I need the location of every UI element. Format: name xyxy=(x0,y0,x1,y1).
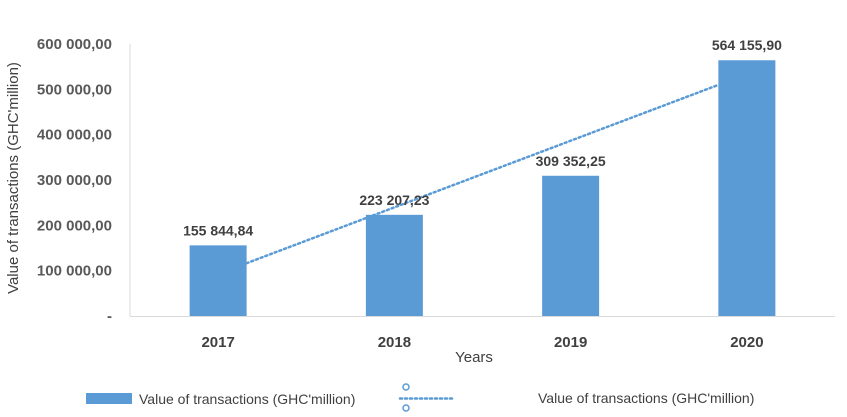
x-tick-label: 2020 xyxy=(730,334,763,351)
trendline xyxy=(245,83,720,265)
bar-2019 xyxy=(542,175,600,316)
bar-2017 xyxy=(189,245,247,316)
bar-2020 xyxy=(718,60,776,316)
y-tick-label: 200 000,00 xyxy=(37,217,112,234)
y-tick-label: 100 000,00 xyxy=(37,263,112,280)
x-tick-label: 2018 xyxy=(378,334,411,351)
y-tick-label: 500 000,00 xyxy=(37,81,112,98)
x-tick-label: 2019 xyxy=(554,334,587,351)
x-tick-label: 2017 xyxy=(201,334,234,351)
data-label: 309 352,25 xyxy=(536,153,606,169)
legend-trend-label: Value of transactions (GHC'million) xyxy=(538,390,754,406)
y-tick-label: - xyxy=(107,308,112,325)
data-labels: 155 844,84 223 207,23 309 352,25 564 155,90 xyxy=(183,37,782,238)
data-label: 155 844,84 xyxy=(183,222,253,238)
y-tick-label: 600 000,00 xyxy=(37,36,112,53)
x-axis-ticks: 2017 2018 2019 2020 xyxy=(201,334,763,351)
legend-bar-swatch xyxy=(86,393,132,404)
data-label: 564 155,90 xyxy=(712,37,782,53)
legend-trend-marker-top xyxy=(402,383,410,391)
legend-trend-marker-bottom xyxy=(402,404,410,412)
y-tick-label: 400 000,00 xyxy=(37,127,112,144)
y-axis-title: Value of transactions (GHC'million) xyxy=(5,62,22,294)
y-tick-label: 300 000,00 xyxy=(37,172,112,189)
y-axis-ticks: - 100 000,00 200 000,00 300 000,00 400 000,0… xyxy=(37,36,112,325)
legend-bar-label: Value of transactions (GHC'million) xyxy=(139,391,355,407)
bars xyxy=(189,60,776,316)
data-label: 223 207,23 xyxy=(359,192,429,208)
x-axis-title: Years xyxy=(455,349,493,366)
bar-2018 xyxy=(365,214,423,316)
legend: Value of transactions (GHC'million) Valu… xyxy=(86,383,754,412)
